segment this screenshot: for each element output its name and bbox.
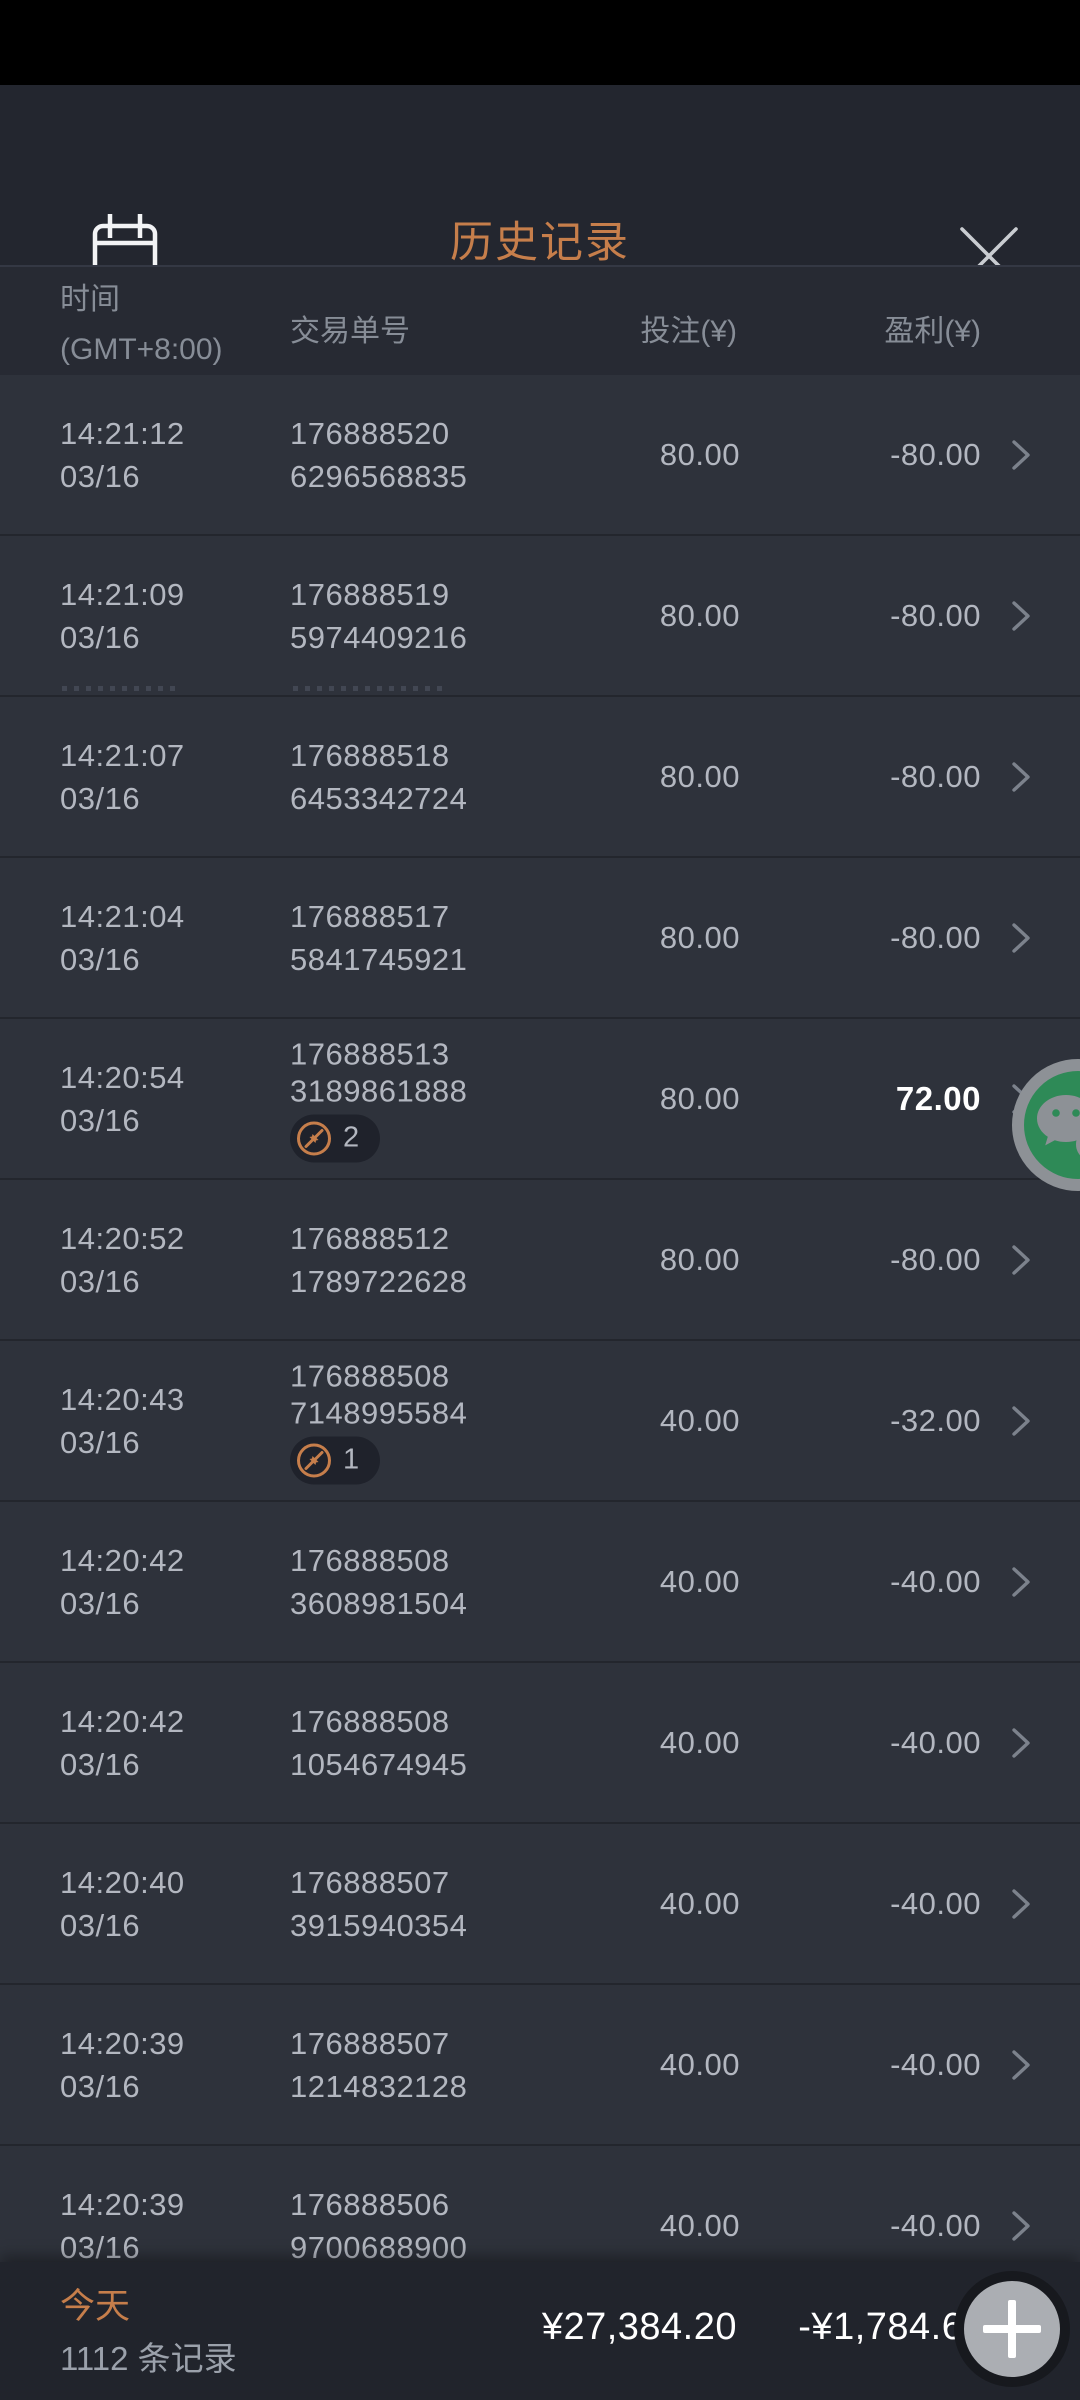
history-row[interactable]: 14:21:07 03/16 176888518 6453342724 80.0…	[0, 697, 1080, 858]
summary-bar: 今天 1112 条记录 ¥27,384.20 -¥1,784.67	[0, 2262, 1080, 2400]
row-profit-amount: -40.00	[890, 1724, 981, 1760]
chevron-right-icon	[1012, 2049, 1030, 2080]
row-transaction-id: 176888508 1054674945	[290, 1703, 468, 1782]
row-bet-amount: 40.00	[659, 1563, 740, 1599]
row-transaction-id: 176888520 6296568835	[290, 415, 468, 494]
row-time: 14:21:04 03/16	[60, 898, 185, 977]
row-transaction-id: 176888513 3189861888 2	[290, 1035, 467, 1162]
row-bet-amount: 40.00	[659, 1885, 740, 1921]
chevron-right-icon	[1012, 2210, 1030, 2241]
history-list: 14:21:12 03/16 176888520 6296568835 80.0…	[0, 375, 1080, 2262]
multi-bet-badge: 1	[290, 1436, 380, 1484]
summary-record-count: 1112 条记录	[60, 2340, 237, 2377]
column-bet: 投注(¥)	[640, 315, 737, 348]
row-time: 14:20:39 03/16	[60, 2186, 185, 2263]
history-row[interactable]: 14:20:42 03/16 176888508 1054674945 40.0…	[0, 1663, 1080, 1824]
header: 历史记录 今天	[0, 85, 1080, 313]
summary-day-label: 今天	[60, 2287, 131, 2326]
plus-icon	[983, 2300, 1041, 2358]
chevron-right-icon	[1012, 1888, 1030, 1919]
history-row[interactable]: 14:21:04 03/16 176888517 5841745921 80.0…	[0, 858, 1080, 1019]
column-time: 时间 (GMT+8:00)	[60, 283, 223, 366]
follow-up-arrows-icon	[297, 1121, 331, 1155]
row-bet-amount: 80.00	[659, 919, 740, 955]
status-bar	[0, 0, 1080, 85]
row-bet-amount: 40.00	[659, 2207, 740, 2243]
row-bet-amount: 80.00	[659, 597, 740, 633]
chevron-right-icon	[1012, 439, 1030, 470]
chevron-right-icon	[1012, 922, 1030, 953]
row-profit-amount: -32.00	[890, 1402, 981, 1438]
history-row[interactable]: 14:21:09 03/16 176888519 5974409216 80.0…	[0, 536, 1080, 697]
history-row[interactable]: 14:20:39 03/16 176888506 9700688900 40.0…	[0, 2146, 1080, 2262]
row-time: 14:21:12 03/16	[60, 415, 185, 494]
summary-total-bet: ¥27,384.20	[541, 2306, 737, 2348]
column-profit: 盈利(¥)	[884, 315, 981, 348]
wechat-icon	[1012, 1059, 1080, 1191]
row-transaction-id: 176888508 3608981504	[290, 1542, 468, 1621]
row-profit-amount: -80.00	[890, 436, 981, 472]
row-profit-amount: -40.00	[890, 1563, 981, 1599]
row-time: 14:20:40 03/16	[60, 1864, 185, 1943]
row-time: 14:20:43 03/16	[60, 1381, 185, 1460]
chevron-right-icon	[1012, 1566, 1030, 1597]
chevron-right-icon	[1012, 761, 1030, 792]
history-row[interactable]: 14:20:40 03/16 176888507 3915940354 40.0…	[0, 1824, 1080, 1985]
row-transaction-id: 176888508 7148995584 1	[290, 1357, 467, 1484]
chevron-right-icon	[1012, 1727, 1030, 1758]
wechat-float-button[interactable]	[1012, 1059, 1080, 1191]
row-bet-amount: 80.00	[659, 758, 740, 794]
table-header: 时间 (GMT+8:00) 交易单号 投注(¥) 盈利(¥)	[0, 265, 1080, 375]
history-row[interactable]: 14:21:12 03/16 176888520 6296568835 80.0…	[0, 375, 1080, 536]
multi-bet-badge: 2	[290, 1114, 380, 1162]
row-bet-amount: 80.00	[659, 436, 740, 472]
row-profit-amount: -80.00	[890, 1241, 981, 1277]
row-profit-amount: -40.00	[890, 2046, 981, 2082]
column-transaction-id: 交易单号	[290, 315, 410, 348]
row-time: 14:20:52 03/16	[60, 1220, 185, 1299]
chevron-right-icon	[1012, 600, 1030, 631]
row-transaction-id: 176888517 5841745921	[290, 898, 468, 977]
row-profit-amount: 72.00	[895, 1079, 981, 1117]
history-row[interactable]: 14:20:43 03/16 176888508 7148995584 1	[0, 1341, 1080, 1502]
history-row[interactable]: 14:20:54 03/16 176888513 3189861888 2	[0, 1019, 1080, 1180]
row-transaction-id: 176888507 1214832128	[290, 2025, 468, 2104]
row-transaction-id: 176888518 6453342724	[290, 737, 468, 816]
page-title: 历史记录	[450, 219, 630, 267]
scroll-clipped-text-artifact	[293, 686, 445, 691]
row-profit-amount: -40.00	[890, 2207, 981, 2243]
follow-up-arrows-icon	[297, 1443, 331, 1477]
row-time: 14:20:54 03/16	[60, 1059, 185, 1138]
row-bet-amount: 80.00	[659, 1241, 740, 1277]
row-bet-amount: 40.00	[659, 1402, 740, 1438]
row-bet-amount: 40.00	[659, 2046, 740, 2082]
row-profit-amount: -80.00	[890, 597, 981, 633]
row-time: 14:21:07 03/16	[60, 737, 185, 816]
row-time: 14:20:39 03/16	[60, 2025, 185, 2104]
row-transaction-id: 176888519 5974409216	[290, 576, 468, 655]
chevron-right-icon	[1012, 1405, 1030, 1436]
row-bet-amount: 80.00	[659, 1080, 740, 1116]
row-profit-amount: -80.00	[890, 758, 981, 794]
row-transaction-id: 176888507 3915940354	[290, 1864, 468, 1943]
row-time: 14:21:09 03/16	[60, 576, 185, 655]
summary-total-profit: -¥1,784.67	[798, 2306, 985, 2348]
scroll-clipped-text-artifact	[62, 686, 180, 691]
row-profit-amount: -40.00	[890, 1885, 981, 1921]
history-row[interactable]: 14:20:39 03/16 176888507 1214832128 40.0…	[0, 1985, 1080, 2146]
add-button[interactable]	[954, 2271, 1070, 2387]
row-time: 14:20:42 03/16	[60, 1542, 185, 1621]
row-transaction-id: 176888506 9700688900	[290, 2186, 468, 2263]
chevron-right-icon	[1012, 1244, 1030, 1275]
history-row[interactable]: 14:20:52 03/16 176888512 1789722628 80.0…	[0, 1180, 1080, 1341]
row-profit-amount: -80.00	[890, 919, 981, 955]
row-transaction-id: 176888512 1789722628	[290, 1220, 468, 1299]
history-row[interactable]: 14:20:42 03/16 176888508 3608981504 40.0…	[0, 1502, 1080, 1663]
row-time: 14:20:42 03/16	[60, 1703, 185, 1782]
row-bet-amount: 40.00	[659, 1724, 740, 1760]
